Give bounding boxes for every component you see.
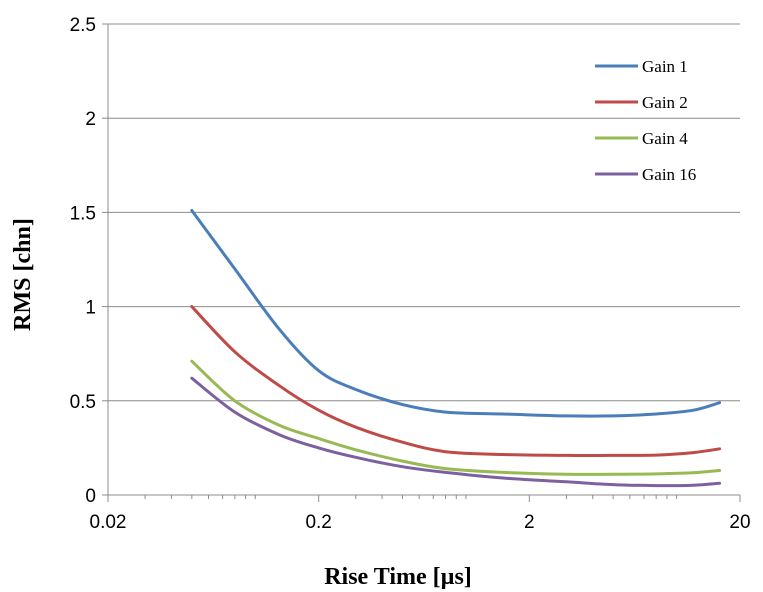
y-tick-label: 0.5 [70, 392, 96, 413]
series-line-gain-4 [190, 359, 722, 476]
series-lines [190, 209, 722, 488]
y-axis-title: RMS [chn] [10, 218, 36, 331]
y-tick-label: 1.5 [70, 203, 96, 224]
y-tick-label: 1 [85, 298, 96, 319]
legend: Gain 1 Gain 2 Gain 4 Gain 16 [595, 57, 696, 184]
legend-label: Gain 16 [642, 165, 696, 184]
x-tick-labels: 0.02 0.2 2 20 [90, 512, 751, 533]
x-axis-title: Rise Time [µs] [324, 564, 472, 590]
y-tick-label: 2 [85, 109, 96, 130]
y-tick-label: 2.5 [70, 15, 96, 36]
x-tick-label: 0.02 [90, 512, 127, 533]
y-tick-labels: 0 0.5 1 1.5 2 2.5 [70, 15, 96, 507]
series-line-gain-2 [190, 305, 722, 458]
horizontal-gridlines [108, 23, 740, 402]
legend-label: Gain 4 [642, 129, 688, 148]
legend-label: Gain 2 [642, 93, 688, 112]
y-tick-label: 0 [85, 486, 96, 507]
legend-label: Gain 1 [642, 57, 688, 76]
series-line-gain-1 [190, 209, 722, 418]
x-tick-label: 20 [729, 512, 750, 533]
series-line-gain-16 [190, 376, 722, 488]
x-tick-label: 0.2 [305, 512, 331, 533]
x-tick-label: 2 [524, 512, 535, 533]
axes [102, 23, 741, 502]
